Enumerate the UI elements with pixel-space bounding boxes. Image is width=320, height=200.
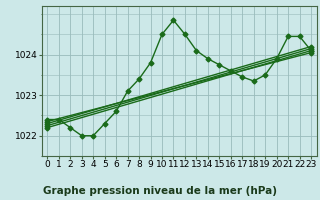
Text: Graphe pression niveau de la mer (hPa): Graphe pression niveau de la mer (hPa)	[43, 186, 277, 196]
